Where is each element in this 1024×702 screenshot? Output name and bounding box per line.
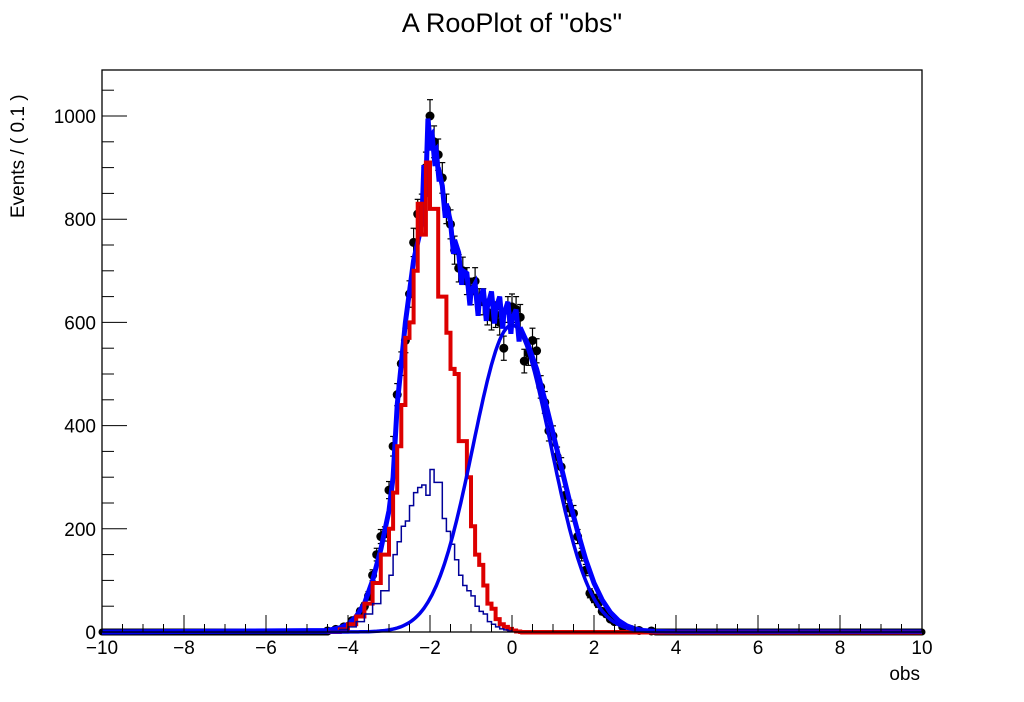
x-tick-label: 8 [835,638,846,659]
x-tick-label: 2 [589,638,600,659]
chart-title: A RooPlot of "obs" [402,8,622,38]
plot-series-layer [98,99,926,636]
series-points-with-errors [98,99,926,636]
y-tick-label: 800 [64,210,96,231]
data-point [532,346,542,356]
x-tick-label: −2 [419,638,441,659]
x-tick-label: 10 [911,638,932,659]
y-tick-label: 600 [64,313,96,334]
series-thick-step [327,160,922,635]
data-point [519,356,529,366]
series-thick-curve [102,323,922,634]
x-tick-label: −4 [337,638,359,659]
x-axis-label: obs [889,664,920,685]
series-thick-step-jagged [101,118,922,635]
plot-axes: −10 −8 −6 −4 −2 0 2 4 6 8 10 0 200 400 600 800 1000 [54,69,933,659]
data-point [425,111,435,121]
x-tick-label: −10 [86,638,118,659]
y-tick-label: 200 [64,520,96,541]
y-axis-label: Events / ( 0.1 ) [8,94,29,218]
x-tick-label: −8 [173,638,195,659]
x-tick-label: 6 [753,638,764,659]
data-point [499,343,509,353]
series-thin-step [323,468,513,633]
x-tick-label: 0 [507,638,518,659]
plot-frame [101,69,923,633]
y-tick-label: 400 [64,417,96,438]
y-tick-label: 0 [85,623,96,644]
x-tick-label: −6 [255,638,277,659]
x-tick-label: 4 [671,638,682,659]
y-tick-label: 1000 [54,107,96,128]
